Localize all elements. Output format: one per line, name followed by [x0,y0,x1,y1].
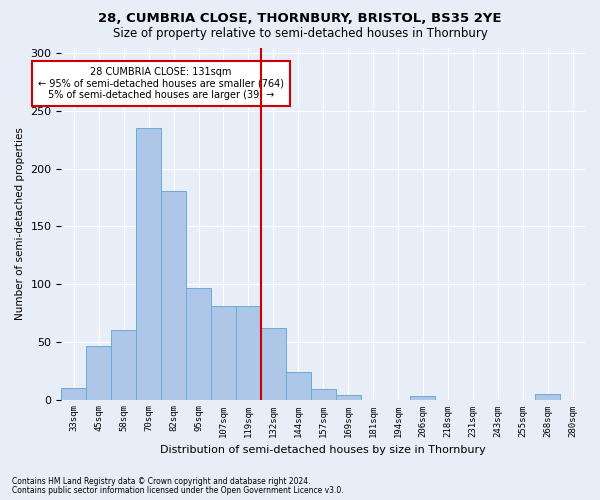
Y-axis label: Number of semi-detached properties: Number of semi-detached properties [15,127,25,320]
Bar [236,306,261,400]
Bar [111,330,136,400]
Bar [211,306,236,400]
Bar [335,395,361,400]
Text: 28, CUMBRIA CLOSE, THORNBURY, BRISTOL, BS35 2YE: 28, CUMBRIA CLOSE, THORNBURY, BRISTOL, B… [98,12,502,26]
X-axis label: Distribution of semi-detached houses by size in Thornbury: Distribution of semi-detached houses by … [160,445,486,455]
Bar [161,190,186,400]
Bar [61,388,86,400]
Bar [186,288,211,400]
Bar [86,346,111,400]
Bar [311,389,335,400]
Text: Contains HM Land Registry data © Crown copyright and database right 2024.: Contains HM Land Registry data © Crown c… [12,477,311,486]
Text: Size of property relative to semi-detached houses in Thornbury: Size of property relative to semi-detach… [113,28,487,40]
Text: Contains public sector information licensed under the Open Government Licence v3: Contains public sector information licen… [12,486,344,495]
Bar [136,128,161,400]
Bar [261,328,286,400]
Bar [286,372,311,400]
Bar [410,396,436,400]
Text: 28 CUMBRIA CLOSE: 131sqm
← 95% of semi-detached houses are smaller (764)
5% of s: 28 CUMBRIA CLOSE: 131sqm ← 95% of semi-d… [38,67,284,100]
Bar [535,394,560,400]
